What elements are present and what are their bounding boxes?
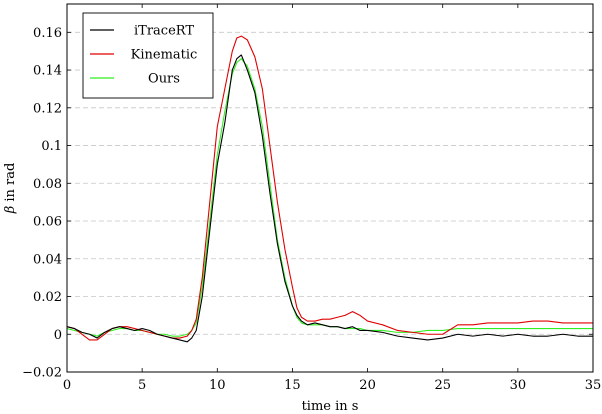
legend-label: Kinematic	[131, 48, 198, 63]
legend: iTraceRT Kinematic Ours	[82, 12, 214, 99]
x-tick-label: 30	[510, 378, 527, 393]
x-tick-label: 5	[138, 378, 146, 393]
plot-frame	[66, 3, 594, 373]
x-axis-ticks: 0 5 10 15 20 25 30 35	[63, 4, 601, 393]
legend-label: iTraceRT	[134, 24, 194, 39]
x-tick-label: 15	[284, 378, 301, 393]
y-tick-label: 0.06	[33, 215, 62, 230]
series-line-kinematic	[66, 35, 593, 341]
y-tick-label: 0.04	[33, 252, 62, 267]
y-tick-label: 0	[54, 328, 62, 343]
legend-label: Ours	[148, 72, 180, 87]
series-lines	[66, 35, 593, 343]
x-tick-label: 10	[209, 378, 226, 393]
y-tick-label: 0.1	[41, 139, 62, 154]
x-tick-label: 25	[434, 378, 451, 393]
x-tick-label: 0	[63, 378, 71, 393]
y-tick-label: −0.02	[22, 366, 62, 381]
y-tick-label: 0.08	[33, 177, 62, 192]
series-line-itracert	[66, 54, 593, 343]
x-tick-label: 35	[585, 378, 602, 393]
y-tick-label: 0.14	[33, 64, 62, 79]
y-tick-label: 0.16	[33, 26, 62, 41]
legend-box	[82, 12, 214, 99]
y-tick-label: 0.02	[33, 290, 62, 305]
y-tick-label: 0.12	[33, 101, 62, 116]
series-line-ours	[66, 58, 593, 337]
x-axis-label: time in s	[302, 399, 359, 414]
x-tick-label: 20	[359, 378, 376, 393]
y-axis-ticks: −0.02 0 0.02 0.04 0.06 0.08 0.1 0.12 0.14 0.16	[22, 26, 593, 381]
y-axis-label: β in rad	[3, 163, 18, 215]
